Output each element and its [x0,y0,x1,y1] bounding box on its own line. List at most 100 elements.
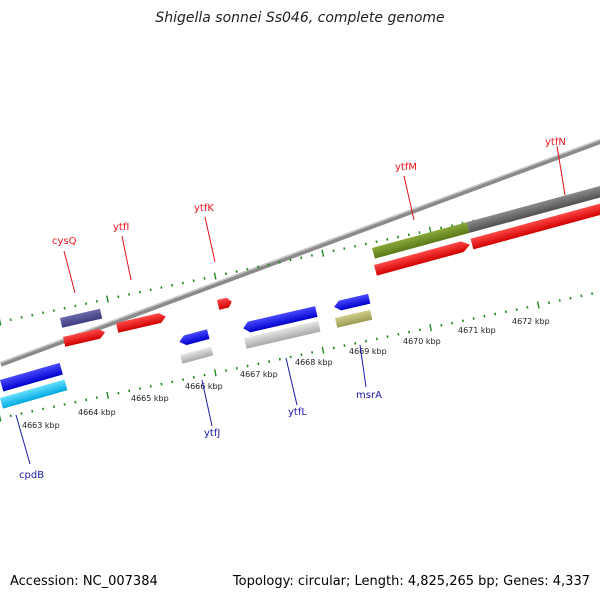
gene-label-cpdB: cpdB [19,470,44,481]
top-scale-minor-tick [354,244,357,248]
kbp-label: 4671 kbp [458,326,496,335]
top-scale-minor-tick [149,288,152,292]
top-scale-minor-tick [117,295,120,299]
bottom-scale-minor-tick [343,344,346,347]
bottom-scale-minor-tick [117,391,120,395]
ytfM-gene-arrow[interactable] [374,239,471,276]
ytfM-callout [403,175,415,221]
ytfJ-gene-arrow[interactable] [178,329,210,346]
bottom-scale-minor-tick [95,396,98,399]
bottom-scale-minor-tick [182,378,185,381]
cpdB-cog-bar[interactable] [0,379,68,409]
gene-label-ytfJ: ytfJ [204,428,220,439]
bottom-scale-minor-tick [203,373,206,377]
ytfL-gene-arrow[interactable] [242,306,318,334]
bottom-scale-minor-tick [192,375,195,379]
ytfJ-cog-bar[interactable] [180,346,214,364]
top-scale-major-tick [0,318,2,326]
top-scale-minor-tick [278,261,281,264]
bottom-scale-minor-tick [225,369,228,372]
bottom-scale-minor-tick [160,382,163,386]
top-scale-minor-tick [235,270,238,273]
ytfL-callout [285,357,298,406]
ytfN-callout [556,145,566,196]
kbp-label: 4670 kbp [403,337,441,346]
cysQ-cog-bar[interactable] [60,308,103,328]
top-scale-minor-tick [95,300,98,303]
ytfM-cog-bar[interactable] [372,222,470,259]
top-scale-minor-tick [52,309,55,312]
bottom-scale-minor-tick [418,328,421,332]
bottom-scale-minor-tick [20,412,23,415]
bottom-scale-minor-tick [138,387,141,390]
top-scale-minor-tick [407,233,410,237]
top-scale-minor-tick [171,283,174,287]
bottom-scale-minor-tick [9,414,12,418]
bottom-scale-minor-tick [397,333,400,336]
gene-label-ytfK: ytfK [194,203,214,214]
bottom-scale-minor-tick [354,342,357,345]
bottom-scale-minor-tick [365,339,368,343]
bottom-scale-minor-tick [526,305,529,309]
bottom-scale-minor-tick [31,409,34,413]
bottom-scale-minor-tick [591,292,594,295]
kbp-label: 4664 kbp [78,408,116,417]
bottom-scale-minor-tick [63,403,66,406]
bottom-scale-minor-tick [278,357,281,361]
top-scale-minor-tick [440,226,443,230]
bottom-scale-minor-tick [52,405,55,409]
ytfK-callout [204,216,216,263]
msrA-cog-bar[interactable] [335,309,373,328]
top-scale-minor-tick [224,272,227,276]
ytfN-cog-bar[interactable] [466,180,600,233]
bottom-scale-minor-tick [472,317,475,320]
callout-lines [15,145,566,465]
bottom-scale-minor-tick [85,398,88,402]
top-scale-minor-tick [332,249,335,253]
ytfI-gene-arrow[interactable] [116,312,167,333]
ytfL-cog-bar[interactable] [243,320,321,349]
genome-title: Shigella sonnei Ss046, complete genome [155,10,445,26]
bottom-scale-minor-tick [483,314,486,318]
top-scale-minor-tick [397,235,400,239]
kbp-label: 4665 kbp [131,394,169,403]
bottom-scale-minor-tick [440,323,443,327]
bottom-scale-minor-tick [375,337,378,341]
bottom-scale-minor-tick [386,335,389,338]
top-scale-minor-tick [181,281,184,285]
ytfN-gene-arrow[interactable] [470,197,600,250]
bottom-scale-minor-tick [128,389,131,393]
gene-label-ytfI: ytfI [113,222,129,233]
msrA-gene-arrow[interactable] [333,293,371,312]
cysQ-gene-arrow[interactable] [63,328,106,347]
bottom-scale-minor-tick [569,296,572,300]
top-scale-minor-tick [74,304,77,308]
top-scale-minor-tick [310,254,313,257]
top-scale-minor-tick [267,263,270,266]
bottom-scale-major-tick [536,301,540,309]
top-scale-minor-tick [364,242,367,246]
top-scale-minor-tick [246,267,249,271]
bottom-scale-major-tick [106,391,110,399]
bottom-scale-minor-tick [515,308,518,311]
kbp-label: 4668 kbp [295,358,333,367]
msrA-callout [359,344,367,388]
top-scale-minor-tick [289,258,292,262]
top-scale-major-tick [321,249,325,257]
bottom-scale-minor-tick [580,294,583,298]
top-scale-minor-tick [203,277,206,280]
top-scale-minor-tick [42,311,45,315]
bottom-scale-minor-tick [42,407,45,411]
bottom-scale-minor-tick [74,400,77,404]
top-scale-minor-tick [63,306,66,310]
bottom-scale-minor-tick [300,353,303,357]
bottom-scale-minor-tick [451,321,454,325]
cpdB-gene-arrow[interactable] [0,362,63,392]
gene-label-ytfM: ytfM [395,162,417,173]
ytfI-callout [121,235,132,281]
gene-label-msrA: msrA [356,390,382,401]
ytfK-gene-arrow[interactable] [217,297,233,310]
top-scale-minor-tick [343,247,346,250]
